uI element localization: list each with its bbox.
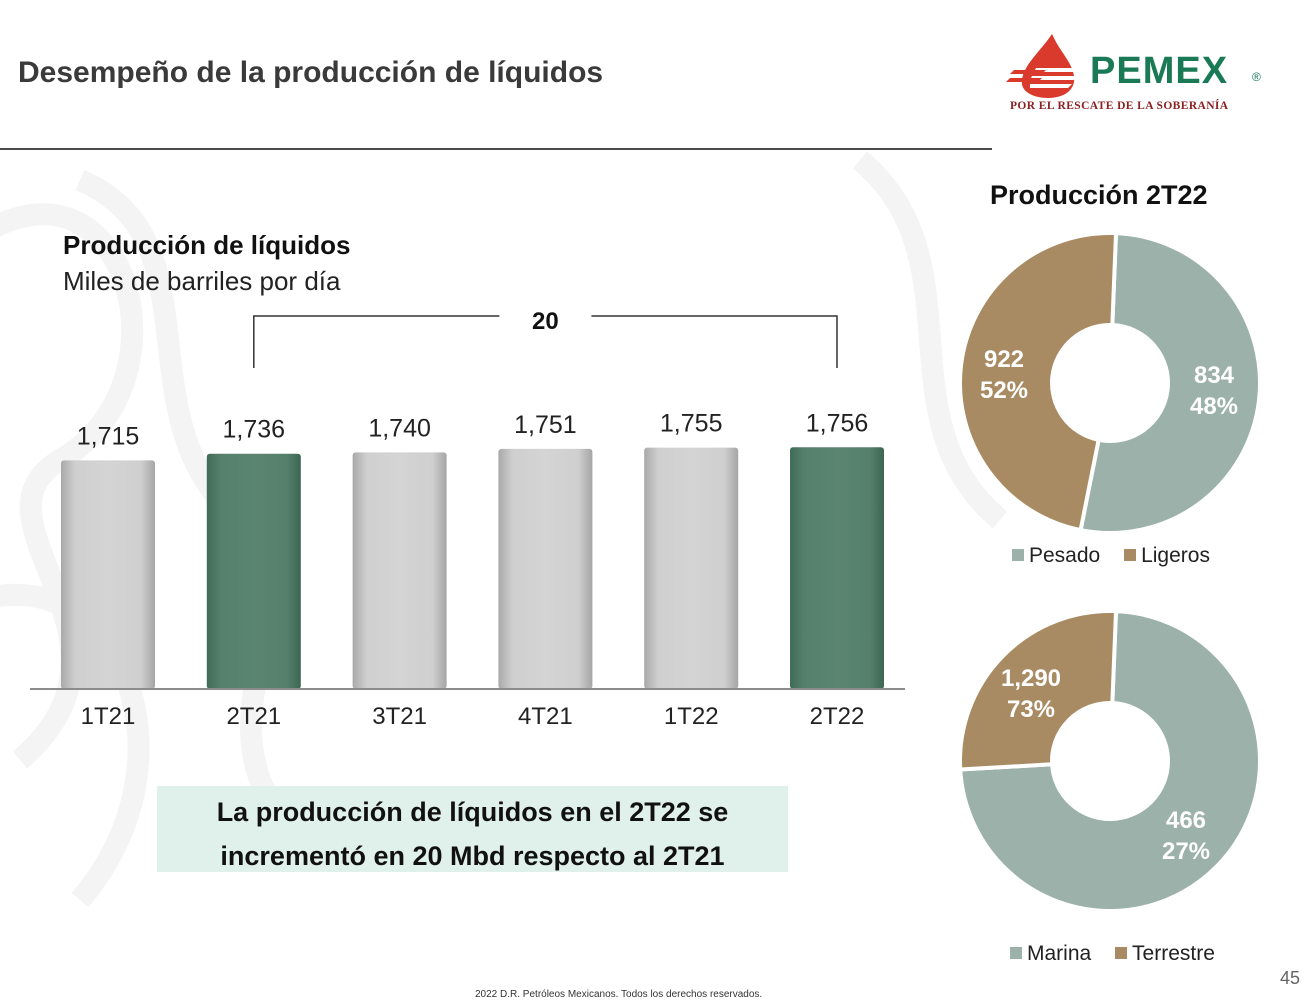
bar-value-label: 1,751 xyxy=(514,411,577,439)
bar-chart-title: Producción de líquidos xyxy=(63,230,351,260)
legend-label-marina: Marina xyxy=(1027,942,1092,965)
x-tick-label: 1T21 xyxy=(81,703,136,730)
legend-label-pesado: Pesado xyxy=(1029,544,1101,567)
slice-percent-label: 27% xyxy=(1162,838,1210,865)
page-number: 45 xyxy=(1280,968,1301,988)
title-divider xyxy=(0,148,992,150)
logo-tagline: POR EL RESCATE DE LA SOBERANÍA xyxy=(1010,100,1229,112)
legend-item-pesado: Pesado xyxy=(1012,544,1100,567)
bar-value-label: 1,715 xyxy=(77,422,140,450)
bar-3T21 xyxy=(352,452,447,689)
slice-marina xyxy=(958,609,1262,913)
bracket-right xyxy=(591,315,838,368)
bracket-left xyxy=(253,315,500,368)
registered-mark: ® xyxy=(1252,70,1261,84)
bar-4T21 xyxy=(498,448,593,689)
slice-value-label: 834 xyxy=(1194,362,1235,389)
legend-swatch-pesado xyxy=(1012,549,1024,561)
bar-value-label: 1,736 xyxy=(223,416,286,444)
x-tick-label: 3T21 xyxy=(372,703,427,730)
bar-2T21 xyxy=(206,453,301,689)
x-tick-label: 2T21 xyxy=(226,703,281,730)
bar-value-label: 1,756 xyxy=(806,409,869,437)
donut-chart-type: 922 52% 834 48% xyxy=(958,231,1262,535)
bar-2T22 xyxy=(790,447,884,689)
legend-swatch-marina xyxy=(1010,947,1022,959)
logo-wordmark: PEMEX xyxy=(1090,50,1229,92)
pemex-logo: PEMEX ® POR EL RESCATE DE LA SOBERANÍA xyxy=(1006,30,1271,120)
bracket-difference-label: 20 xyxy=(532,308,559,335)
legend-item-terrestre: Terrestre xyxy=(1115,942,1215,965)
bar-value-label: 1,740 xyxy=(368,414,431,442)
slice-terrestre xyxy=(958,609,1119,772)
donut-region-legend: Marina Terrestre xyxy=(1010,942,1233,966)
legend-label-terrestre: Terrestre xyxy=(1132,942,1215,965)
donut-type-legend: Pesado Ligeros xyxy=(1012,544,1228,568)
legend-item-ligeros: Ligeros xyxy=(1124,544,1210,567)
slice-value-label: 466 xyxy=(1166,807,1206,834)
legend-swatch-terrestre xyxy=(1115,947,1128,959)
callout-line-2: incrementó en 20 Mbd respecto al 2T21 xyxy=(220,841,725,871)
slice-percent-label: 48% xyxy=(1190,393,1238,420)
bar-value-label: 1,755 xyxy=(660,410,723,438)
legend-swatch-ligeros xyxy=(1124,549,1137,561)
pemex-flame-eagle-icon xyxy=(1006,34,1080,98)
bar-1T22 xyxy=(644,447,739,689)
bar-chart-subtitle: Miles de barriles por día xyxy=(63,266,341,296)
slice-percent-label: 73% xyxy=(1007,696,1055,723)
callout-line-1: La producción de líquidos en el 2T22 se xyxy=(216,797,729,827)
x-tick-label: 4T21 xyxy=(518,703,573,730)
slice-pesado xyxy=(1078,231,1262,535)
page-title: Desempeño de la producción de líquidos xyxy=(18,56,604,89)
legend-label-ligeros: Ligeros xyxy=(1141,544,1210,567)
x-tick-label: 1T22 xyxy=(664,703,719,730)
slice-value-label: 922 xyxy=(984,346,1024,373)
legend-item-marina: Marina xyxy=(1010,942,1091,965)
slice-percent-label: 52% xyxy=(980,377,1028,404)
slice-ligeros xyxy=(958,231,1119,533)
copyright-footer: 2022 D.R. Petróleos Mexicanos. Todos los… xyxy=(475,989,763,1000)
bar-1T21 xyxy=(61,460,155,689)
x-tick-label: 2T22 xyxy=(810,703,865,730)
donut-chart-title: Producción 2T22 xyxy=(990,180,1208,210)
slice-value-label: 1,290 xyxy=(1001,665,1061,692)
bar-chart: 1,715 1T21 1,736 2T21 1,740 3T21 1,751 4T21 1,75… xyxy=(30,308,905,730)
highlight-callout: La producción de líquidos en el 2T22 se … xyxy=(157,786,788,872)
donut-chart-region: 1,290 73% 466 27% xyxy=(958,609,1262,913)
